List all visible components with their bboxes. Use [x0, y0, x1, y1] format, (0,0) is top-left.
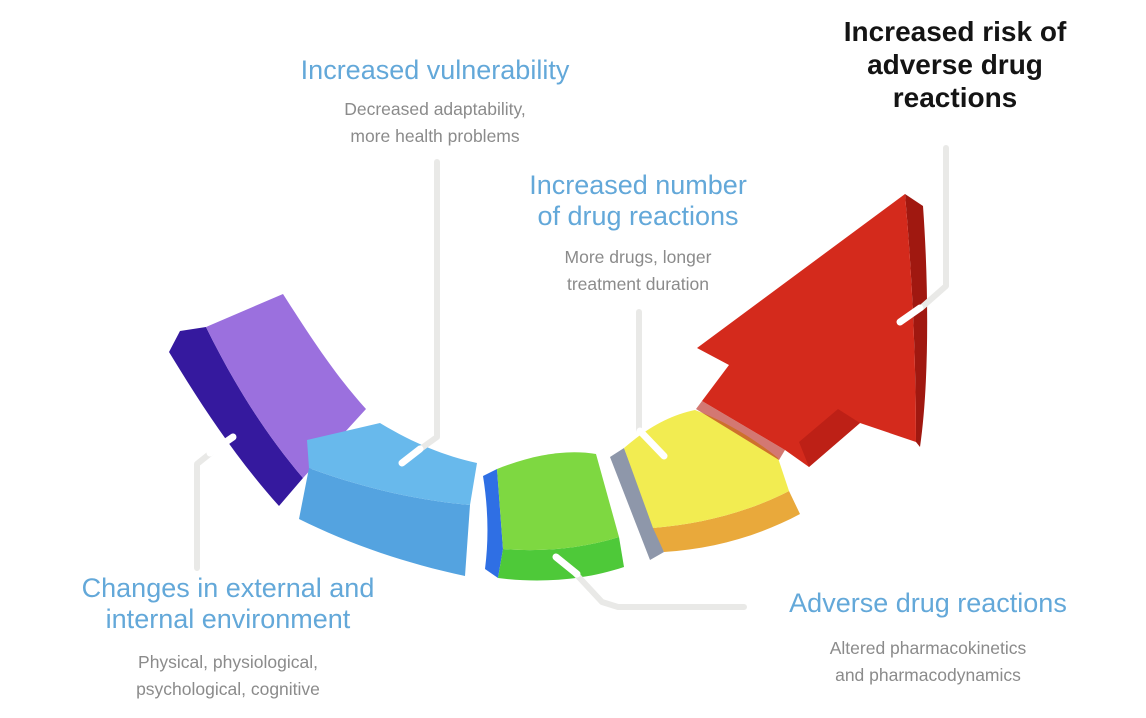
connector-green-to-adverse-label	[572, 570, 747, 610]
purple-segment-front-face	[169, 327, 303, 506]
notch-arrow	[896, 304, 924, 326]
risk-arrow	[696, 194, 928, 467]
arrow-side-face	[905, 194, 928, 447]
stage-subtitle: Decreased adaptability, more health prob…	[235, 96, 635, 150]
risk-title-line: Increased risk of	[843, 16, 1067, 47]
risk-title-line: adverse drug	[867, 49, 1043, 80]
stage-title: Adverse drug reactions	[789, 588, 1067, 618]
label-increased-vulnerability: Increased vulnerability Decreased adapta…	[235, 55, 635, 150]
connector-lines	[194, 145, 949, 610]
label-environment-changes: Changes in external and internal environ…	[45, 573, 411, 703]
stage-subtitle-line: psychological, cognitive	[136, 679, 320, 699]
stage-subtitle: More drugs, longer treatment duration	[478, 244, 798, 298]
yellow-segment-side-cap	[610, 448, 664, 560]
stage-subtitle: Physical, physiological, psychological, …	[45, 649, 411, 703]
stage-segment-blue	[299, 423, 477, 576]
notch-green	[552, 553, 581, 578]
stage-title: Increased vulnerability	[300, 55, 570, 85]
stage-segment-purple	[169, 294, 366, 506]
green-segment-side-cap	[483, 469, 503, 578]
stage-subtitle-line: Altered pharmacokinetics	[829, 638, 1027, 658]
blue-segment-front-face	[299, 468, 470, 576]
notch-yellow	[636, 427, 668, 460]
arrow-front-face	[697, 194, 916, 467]
label-increased-number: Increased number of drug reactions More …	[478, 170, 798, 298]
stage-subtitle-line: More drugs, longer	[564, 247, 712, 267]
stage-title-line: Increased number	[529, 170, 747, 200]
stage-subtitle-line: more health problems	[350, 126, 520, 146]
connector-blue-to-vulnerability-label	[416, 159, 440, 453]
connector-notches	[206, 304, 924, 578]
stage-subtitle-line: and pharmacodynamics	[835, 665, 1021, 685]
notch-purple	[206, 433, 237, 457]
notch-blue	[398, 445, 424, 467]
risk-title-line: reactions	[892, 82, 1018, 113]
stage-segment-green	[483, 452, 624, 581]
purple-segment-top-face	[206, 294, 366, 478]
label-increased-risk: Increased risk of adverse drug reactions	[795, 15, 1115, 114]
connector-arrow-to-risk-label	[918, 145, 949, 311]
stage-subtitle: Altered pharmacokinetics and pharmacodyn…	[748, 635, 1108, 689]
green-segment-top-face	[497, 452, 619, 551]
stage-subtitle-line: Physical, physiological,	[138, 652, 318, 672]
yellow-segment-front-face	[653, 491, 800, 552]
label-adverse-drug-reactions: Adverse drug reactions Altered pharmacok…	[748, 588, 1108, 689]
stage-title-line: internal environment	[105, 604, 351, 634]
arrow-shaft-shadow	[696, 401, 785, 460]
connector-purple-to-environment-label	[194, 449, 215, 571]
stage-subtitle-line: Decreased adaptability,	[344, 99, 526, 119]
stage-title-line: of drug reactions	[537, 201, 739, 231]
blue-segment-top-face	[307, 423, 477, 505]
stage-subtitle-line: treatment duration	[566, 274, 710, 294]
stage-title-line: Changes in external and	[81, 573, 375, 603]
arrow-barb-shadow	[799, 409, 860, 467]
